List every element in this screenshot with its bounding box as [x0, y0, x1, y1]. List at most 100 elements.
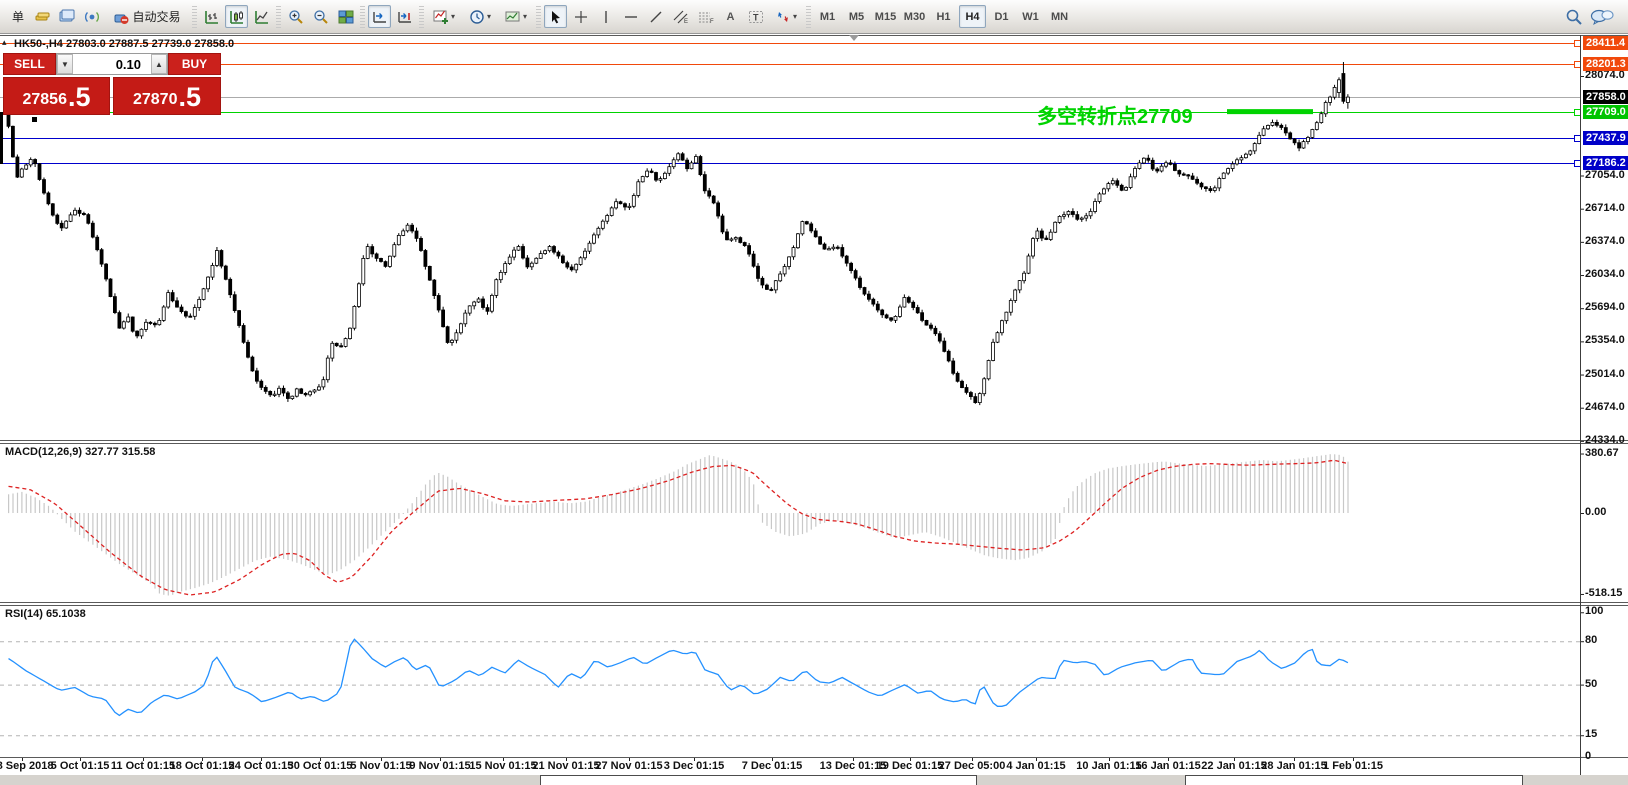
toolbar-grip[interactable] [276, 5, 281, 28]
toolbar: 单 自动交易 [0, 0, 1628, 34]
toolbar-group-zoom [283, 3, 358, 31]
fibonacci-button[interactable]: F [694, 5, 717, 28]
market-watch-icon[interactable] [55, 5, 78, 28]
chevron-down-icon: ▾ [450, 12, 455, 21]
sell-button[interactable]: SELL [3, 53, 56, 75]
autoscroll-button[interactable] [368, 5, 391, 28]
search-button[interactable] [1562, 5, 1585, 28]
add-indicator-button[interactable]: ▾ [427, 5, 461, 28]
price-tick-label: 24674.0 [1585, 401, 1625, 413]
terminal-panel-column [1185, 775, 1523, 785]
horizontal-line-button[interactable] [619, 5, 642, 28]
toolbar-grip[interactable] [806, 5, 811, 28]
price-badge: 27186.2 [1583, 156, 1628, 170]
time-axis-label: 28 Sep 2018 [0, 760, 54, 772]
timeframe-button-m30[interactable]: M30 [903, 10, 926, 23]
deposit-icon[interactable] [30, 5, 53, 28]
toolbar-grip[interactable] [419, 5, 424, 28]
timeframe-button-m1[interactable]: M1 [819, 10, 836, 23]
price-tick-label: 25014.0 [1585, 368, 1625, 380]
arrows-button[interactable]: ▾ [769, 5, 803, 28]
timeframe-button-h1[interactable]: H1 [936, 10, 951, 23]
autotrading-icon [114, 14, 129, 24]
tile-windows-button[interactable] [334, 5, 357, 28]
template-button[interactable]: ▾ [499, 5, 533, 28]
timeframe-button-mn[interactable]: MN [1050, 10, 1069, 23]
pane-separator[interactable] [0, 602, 1628, 603]
volume-increase-button[interactable]: ▲ [151, 54, 167, 74]
signals-icon[interactable] [80, 5, 103, 28]
zoom-in-button[interactable] [284, 5, 307, 28]
pane-separator[interactable] [0, 440, 1628, 441]
time-axis-label: 21 Nov 01:15 [532, 760, 600, 772]
vertical-line-button[interactable] [594, 5, 617, 28]
buy-price-box[interactable]: 27870 .5 [113, 77, 221, 115]
bar-chart-button[interactable] [200, 5, 223, 28]
chart-shift-button[interactable] [393, 5, 416, 28]
object-anchor-handle[interactable] [32, 117, 37, 122]
new-order-label: 单 [11, 10, 24, 24]
time-axis-label: 11 Oct 01:15 [110, 760, 176, 772]
horizontal-line-objects[interactable] [0, 40, 1581, 167]
toolbar-grip[interactable] [360, 5, 365, 28]
price-badge: 28201.3 [1583, 57, 1628, 71]
candlesticks [6, 62, 1350, 406]
price-badge: 27437.9 [1583, 131, 1628, 145]
equidistant-channel-button[interactable]: E [669, 5, 692, 28]
timeframe-button-h4[interactable]: H4 [959, 5, 986, 28]
volume-input[interactable] [73, 54, 151, 74]
price-tick-label: 25694.0 [1585, 301, 1625, 313]
new-order-button[interactable]: 单 [5, 5, 28, 28]
chevron-down-icon: ▾ [486, 12, 491, 21]
autotrading-button[interactable]: 自动交易 [105, 5, 189, 28]
pane-separator[interactable] [0, 443, 1628, 444]
toolbar-group-trade: 单 自动交易 [4, 3, 190, 31]
trendline-button[interactable] [644, 5, 667, 28]
time-axis-label: 5 Oct 01:15 [50, 760, 110, 772]
sell-price: 27856 [22, 91, 67, 108]
chart-title: HK50-,H4 27803.0 27887.5 27739.0 27858.0 [14, 38, 235, 50]
crosshair-button[interactable] [569, 5, 592, 28]
zoom-out-button[interactable] [309, 5, 332, 28]
text-button[interactable]: A [726, 10, 735, 23]
chat-button[interactable] [1587, 5, 1617, 28]
buy-button[interactable]: BUY [168, 53, 221, 75]
pane-separator[interactable] [0, 605, 1628, 606]
timeframe-button-m15[interactable]: M15 [874, 10, 897, 23]
timeframe-button-w1[interactable]: W1 [1022, 10, 1039, 23]
time-axis-border [0, 757, 1628, 758]
candlestick-chart-button[interactable] [225, 5, 248, 28]
price-tick-label: 28074.0 [1585, 69, 1625, 81]
rsi-tick-label: 100 [1585, 605, 1604, 617]
toolbar-grip[interactable] [192, 5, 197, 28]
line-chart-button[interactable] [250, 5, 273, 28]
toolbar-grip[interactable] [536, 5, 541, 28]
time-axis-label: 19 Dec 01:15 [876, 760, 944, 772]
buy-price: 27870 [132, 91, 178, 108]
price-axis-border[interactable] [1580, 35, 1581, 775]
panel-collapse-icon[interactable]: ▴ [2, 37, 7, 47]
price-tick-label: 27054.0 [1585, 169, 1625, 181]
rsi-tick-label: 80 [1585, 634, 1598, 646]
chart-shift-marker[interactable] [849, 35, 859, 41]
volume-decrease-button[interactable]: ▼ [57, 54, 73, 74]
rsi-tick-label: 50 [1585, 678, 1598, 690]
period-button[interactable]: ▾ [463, 5, 497, 28]
buy-price-fraction: .5 [178, 82, 202, 112]
timeframe-button-m5[interactable]: M5 [848, 10, 865, 23]
price-tick-label: 26374.0 [1585, 235, 1625, 247]
time-axis-label: 1 Feb 01:15 [1323, 760, 1383, 772]
pivot-annotation-text[interactable]: 多空转折点27709 [1037, 106, 1193, 128]
toolbar-group-right [1561, 5, 1618, 28]
rsi-label: RSI(14) 65.1038 [5, 608, 86, 620]
cursor-button[interactable] [544, 5, 567, 28]
chart-top-border [0, 35, 1628, 36]
chevron-down-icon: ▾ [522, 12, 527, 21]
toolbar-group-scroll [367, 3, 417, 31]
timeframe-button-d1[interactable]: D1 [994, 10, 1009, 23]
sell-price-box[interactable]: 27856 .5 [3, 77, 110, 115]
macd-tick-label: 0.00 [1585, 506, 1607, 518]
time-axis-label: 13 Dec 01:15 [819, 760, 887, 772]
text-label-button[interactable]: T [744, 5, 767, 28]
